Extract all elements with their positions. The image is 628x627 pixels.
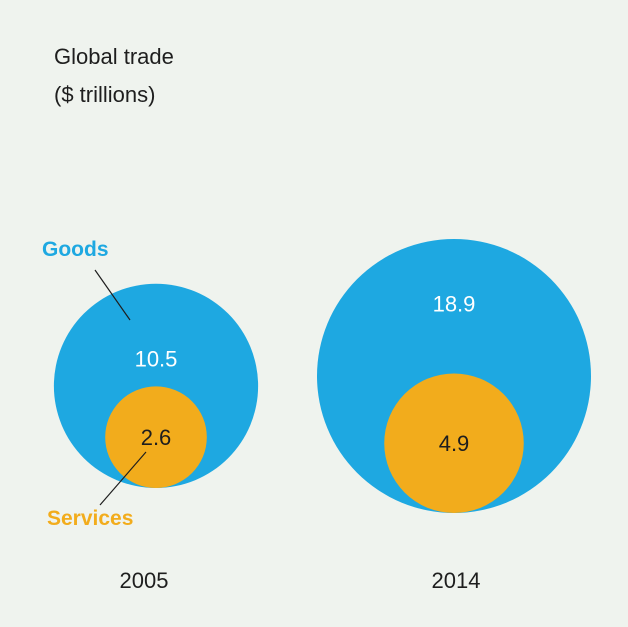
legend-goods: Goods bbox=[42, 238, 109, 261]
goods-bubble-2005 bbox=[53, 283, 259, 488]
category-label-2014: 2014 bbox=[432, 568, 481, 593]
goods-leader-line bbox=[94, 269, 131, 321]
services-leader-line bbox=[99, 451, 147, 506]
services-bubble-2005 bbox=[105, 386, 207, 488]
goods-value-label-2014: 18.9 bbox=[433, 291, 476, 316]
services-value-label-2005: 2.6 bbox=[141, 425, 172, 450]
bubbles-group: 10.5 2.6 18.9 4.9 bbox=[53, 239, 591, 513]
services-value-label-2014: 4.9 bbox=[439, 431, 470, 456]
chart-title: Global trade bbox=[54, 44, 174, 69]
legend-services: Services bbox=[47, 507, 133, 530]
services-bubble-2014 bbox=[384, 373, 524, 513]
goods-value-label-2005: 10.5 bbox=[135, 346, 178, 371]
chart-subtitle: ($ trillions) bbox=[54, 82, 155, 107]
category-label-2005: 2005 bbox=[120, 568, 169, 593]
